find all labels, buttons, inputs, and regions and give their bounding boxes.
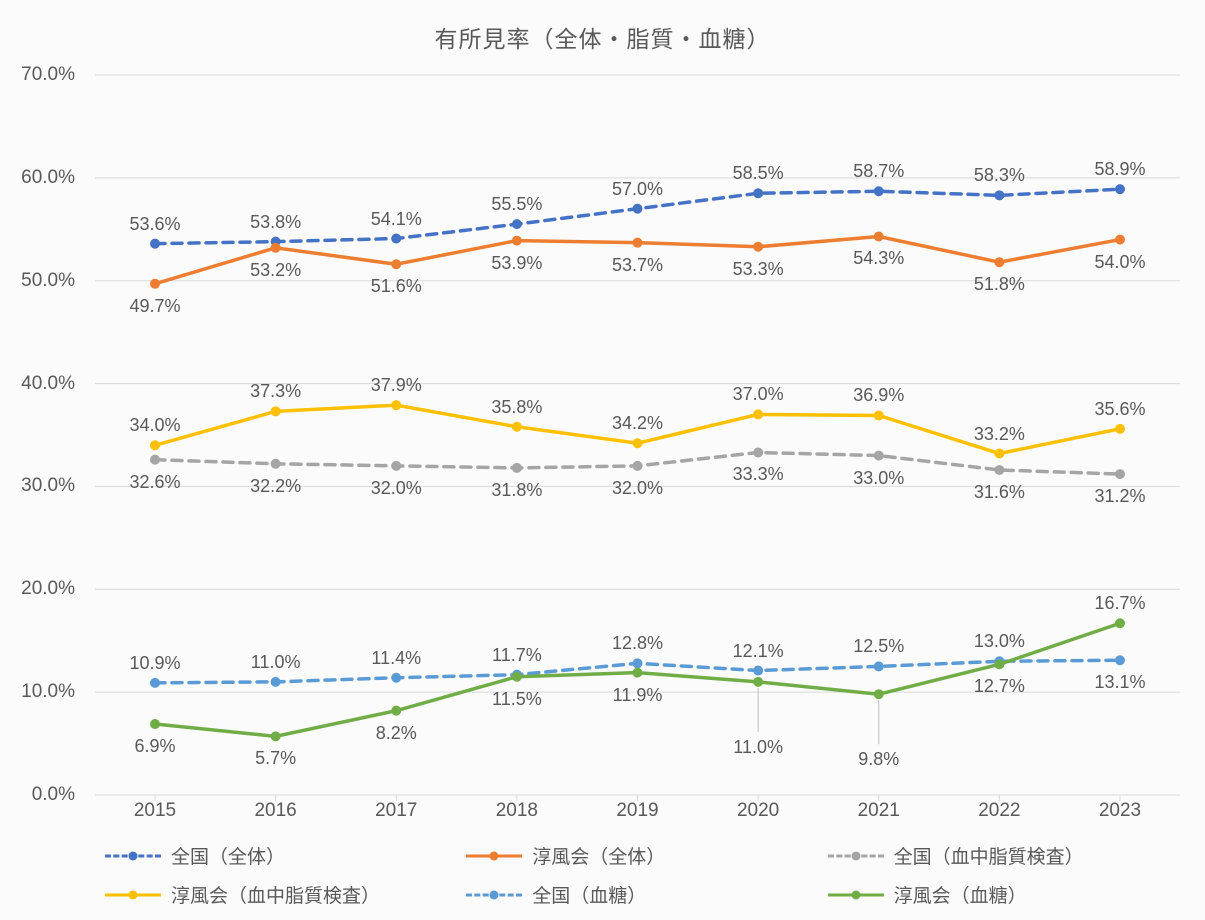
data-label: 13.1% <box>1094 672 1145 693</box>
data-label: 51.8% <box>974 274 1025 295</box>
data-label: 33.0% <box>853 468 904 489</box>
data-label: 37.0% <box>733 384 784 405</box>
data-label: 13.0% <box>974 631 1025 652</box>
y-tick-label: 50.0% <box>21 270 75 292</box>
legend-item: 全国（血中脂質検査） <box>818 836 1179 875</box>
legend-label: 全国（血糖） <box>532 881 646 908</box>
data-label: 11.7% <box>492 645 542 666</box>
data-label: 53.7% <box>612 255 663 276</box>
y-tick-label: 60.0% <box>21 167 75 189</box>
legend-item: 淳風会（全体） <box>456 836 817 875</box>
legend-label: 淳風会（血糖） <box>894 881 1027 908</box>
data-label: 53.9% <box>491 253 542 274</box>
x-tick-label: 2015 <box>134 800 176 822</box>
legend-item: 全国（血糖） <box>456 875 817 914</box>
data-label: 36.9% <box>853 385 904 406</box>
data-label: 35.6% <box>1094 399 1145 420</box>
chart-title: 有所見率（全体・脂質・血糖） <box>0 0 1205 54</box>
data-label: 11.5% <box>492 689 542 710</box>
data-label: 33.2% <box>974 424 1025 445</box>
x-tick-label: 2022 <box>978 800 1020 822</box>
data-label: 6.9% <box>134 736 175 757</box>
legend-swatch <box>828 847 884 865</box>
x-tick-label: 2019 <box>616 800 658 822</box>
data-label: 5.7% <box>255 748 296 769</box>
data-label: 31.2% <box>1094 486 1145 507</box>
data-label: 32.0% <box>612 478 663 499</box>
data-label: 58.9% <box>1094 159 1145 180</box>
plot-area: 53.6% 53.8% 54.1% 55.5% 57.0% 58.5% 58.7% 58.3%… <box>95 75 1180 795</box>
data-label: 32.2% <box>250 476 301 497</box>
data-label: 12.7% <box>974 676 1025 697</box>
x-tick-label: 2020 <box>737 800 779 822</box>
data-label: 37.3% <box>250 381 301 402</box>
data-label: 33.3% <box>733 464 784 485</box>
legend-label: 淳風会（全体） <box>532 842 665 869</box>
data-label: 54.1% <box>371 209 422 230</box>
y-tick-label: 70.0% <box>21 64 75 86</box>
data-label: 37.9% <box>371 375 422 396</box>
data-label: 34.0% <box>129 415 180 436</box>
y-tick-label: 10.0% <box>21 681 75 703</box>
y-tick-label: 40.0% <box>21 373 75 395</box>
legend-swatch <box>105 847 161 865</box>
data-label: 8.2% <box>376 723 417 744</box>
y-tick-label: 30.0% <box>21 475 75 497</box>
legend: 全国（全体） 淳風会（全体） 全国（血中脂質検査） 淳風会（血中脂質検査） 全国… <box>95 836 1180 914</box>
y-axis: 0.0%10.0%20.0%30.0%40.0%50.0%60.0%70.0% <box>0 75 85 795</box>
data-label: 11.0% <box>251 652 301 673</box>
legend-item: 淳風会（血中脂質検査） <box>95 875 456 914</box>
data-label: 31.8% <box>491 480 542 501</box>
x-axis: 2015 2016 2017 2018 2019 2020 2021 2022 2023 <box>95 800 1180 830</box>
data-label: 10.9% <box>129 653 180 674</box>
data-label: 49.7% <box>129 296 180 317</box>
data-label: 57.0% <box>612 179 663 200</box>
chart-container: 有所見率（全体・脂質・血糖） 0.0% 10.0% 20.0% 30.0% 40.0% 5… <box>0 0 1205 920</box>
data-label: 12.8% <box>612 633 663 654</box>
x-tick-label: 2018 <box>496 800 538 822</box>
y-tick-label: 20.0% <box>21 578 75 600</box>
legend-label: 全国（全体） <box>171 842 285 869</box>
x-tick-label: 2021 <box>858 800 900 822</box>
data-label: 55.5% <box>491 194 542 215</box>
y-tick-label: 0.0% <box>32 784 75 806</box>
data-label: 58.5% <box>733 163 784 184</box>
x-tick-label: 2023 <box>1099 800 1141 822</box>
legend-item: 全国（全体） <box>95 836 456 875</box>
data-label: 31.6% <box>974 482 1025 503</box>
data-label: 54.3% <box>853 248 904 269</box>
data-label: 51.6% <box>371 276 422 297</box>
data-label: 58.7% <box>853 161 904 182</box>
data-label: 53.3% <box>733 259 784 280</box>
data-label: 53.6% <box>129 214 180 235</box>
x-tick-label: 2016 <box>254 800 296 822</box>
data-label: 16.7% <box>1094 593 1145 614</box>
legend-swatch <box>105 886 161 904</box>
data-label: 9.8% <box>858 749 899 770</box>
data-label: 11.4% <box>371 648 421 669</box>
data-label: 54.0% <box>1094 252 1145 273</box>
legend-swatch <box>466 886 522 904</box>
data-label: 53.8% <box>250 212 301 233</box>
data-label: 35.8% <box>491 397 542 418</box>
x-tick-label: 2017 <box>375 800 417 822</box>
data-label: 12.5% <box>853 636 904 657</box>
data-label: 11.0% <box>733 737 783 758</box>
legend-label: 淳風会（血中脂質検査） <box>171 881 380 908</box>
data-label: 11.9% <box>613 685 663 706</box>
data-label: 32.0% <box>371 478 422 499</box>
data-label: 34.2% <box>612 413 663 434</box>
data-label: 58.3% <box>974 165 1025 186</box>
legend-item: 淳風会（血糖） <box>818 875 1179 914</box>
legend-swatch <box>466 847 522 865</box>
data-label: 32.6% <box>129 472 180 493</box>
data-label: 12.1% <box>733 641 784 662</box>
data-label: 53.2% <box>250 260 301 281</box>
legend-label: 全国（血中脂質検査） <box>894 842 1084 869</box>
legend-swatch <box>828 886 884 904</box>
